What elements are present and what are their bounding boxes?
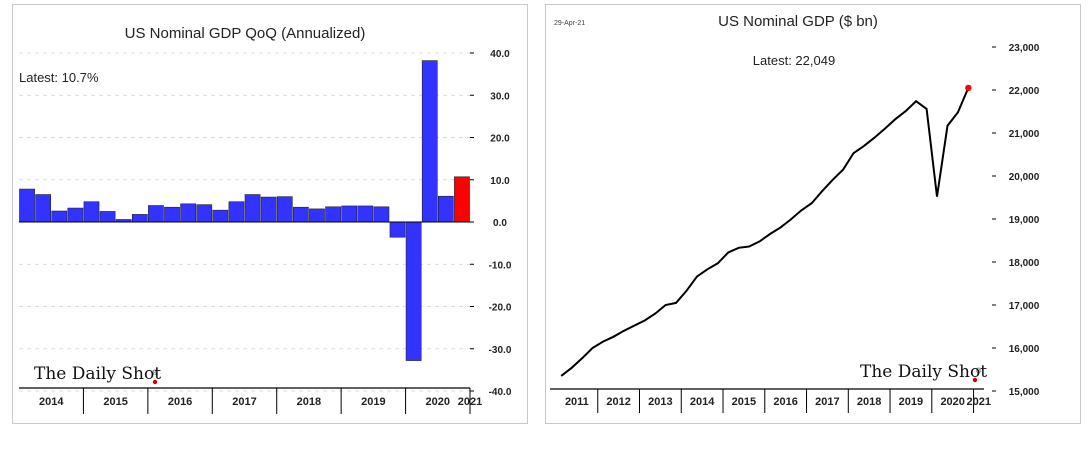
bar — [228, 201, 245, 223]
x-tick-label: 2021 — [967, 396, 991, 408]
y-tick-label: 18,000 — [1009, 258, 1040, 269]
bar — [196, 204, 213, 223]
bar — [131, 214, 148, 223]
y-tick-label: 20.0 — [490, 134, 510, 145]
bar — [357, 205, 374, 223]
x-tick-label: 2017 — [815, 396, 839, 408]
gdp-level-svg: 29-Apr-21 US Nominal GDP ($ bn) Latest: … — [550, 13, 1040, 413]
y-tick-label: 23,000 — [1009, 43, 1040, 54]
bar — [35, 194, 52, 223]
x-tick-label: 2020 — [426, 396, 450, 408]
bar — [405, 221, 422, 361]
latest-label: Latest: 10.7% — [19, 70, 99, 85]
y-tick-label: 15,000 — [1009, 387, 1040, 398]
x-tick-label: 2014 — [690, 396, 715, 408]
bar — [180, 203, 196, 223]
bar — [309, 208, 325, 223]
x-tick-label: 2019 — [899, 396, 923, 408]
latest-point — [965, 84, 972, 92]
date-label: 29-Apr-21 — [554, 20, 585, 27]
y-tick-label: 19,000 — [1009, 215, 1040, 226]
x-tick-label: 2020 — [940, 396, 964, 408]
y-tick-label: -20.0 — [489, 303, 512, 314]
y-tick-label: 0.0 — [493, 218, 507, 229]
x-tick-label: 2014 — [39, 396, 64, 408]
y-tick-label: 21,000 — [1009, 129, 1040, 140]
logo-dot — [972, 377, 978, 383]
y-tick-label: 40.0 — [490, 49, 510, 60]
y-tick-label: 17,000 — [1009, 301, 1040, 312]
bar — [389, 221, 406, 238]
x-tick-label: 2013 — [648, 396, 672, 408]
y-tick-label: -40.0 — [489, 387, 512, 398]
x-tick-label: 2016 — [773, 396, 797, 408]
series-line — [560, 87, 970, 377]
logo-text: The Daily Shot — [860, 362, 987, 382]
bar — [51, 210, 68, 223]
bar — [260, 196, 277, 223]
bar — [19, 188, 35, 223]
y-tick-label: 22,000 — [1009, 86, 1040, 97]
x-tick-label: 2015 — [103, 396, 127, 408]
y-tick-label: 20,000 — [1009, 172, 1040, 183]
bar — [244, 194, 261, 223]
logo-registered-mark: ® — [976, 367, 982, 375]
logo-dot — [152, 379, 158, 385]
y-tick-label: 16,000 — [1009, 344, 1040, 355]
bar — [212, 209, 229, 223]
gdp-qoq-chart: US Nominal GDP QoQ (Annualized) Latest: … — [12, 4, 528, 424]
x-tick-label: 2015 — [732, 396, 756, 408]
bar — [83, 201, 100, 223]
gdp-qoq-svg: US Nominal GDP QoQ (Annualized) Latest: … — [19, 25, 512, 414]
gdp-level-chart: 29-Apr-21 US Nominal GDP ($ bn) Latest: … — [545, 4, 1081, 424]
x-tick-label: 2016 — [168, 396, 192, 408]
bar — [164, 206, 180, 223]
bar — [421, 60, 438, 223]
latest-label: Latest: 22,049 — [753, 53, 835, 68]
x-tick-label: 2021 — [458, 396, 482, 408]
y-tick-label: -30.0 — [489, 345, 512, 356]
bar — [437, 195, 454, 223]
bar — [148, 205, 164, 223]
x-tick-label: 2018 — [297, 396, 321, 408]
bar — [325, 206, 341, 223]
y-tick-label: 10.0 — [490, 176, 510, 187]
bar — [276, 196, 293, 223]
x-tick-label: 2011 — [565, 396, 589, 408]
x-tick-label: 2018 — [857, 396, 881, 408]
logo-registered-mark: ® — [152, 369, 158, 377]
x-tick-label: 2012 — [606, 396, 630, 408]
bar — [341, 205, 358, 223]
bar — [67, 207, 84, 223]
logo-text: The Daily Shot — [34, 364, 161, 384]
x-tick-label: 2019 — [361, 396, 385, 408]
chart-title: US Nominal GDP QoQ (Annualized) — [125, 25, 366, 42]
bar — [373, 206, 390, 223]
x-tick-label: 2017 — [232, 396, 256, 408]
bar — [99, 211, 116, 223]
y-tick-label: -10.0 — [489, 260, 512, 271]
bar — [293, 206, 309, 223]
bar — [454, 176, 470, 223]
y-tick-label: 30.0 — [490, 91, 510, 102]
chart-title: US Nominal GDP ($ bn) — [718, 13, 878, 30]
